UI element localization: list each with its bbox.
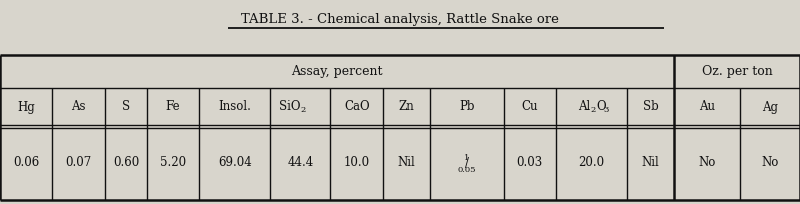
Text: 0.07: 0.07 (66, 156, 92, 170)
Text: 0.60: 0.60 (113, 156, 139, 170)
Text: S: S (122, 101, 130, 113)
Text: Oz. per ton: Oz. per ton (702, 65, 773, 78)
Text: As: As (71, 101, 86, 113)
Text: 3: 3 (603, 106, 609, 114)
Text: /: / (465, 157, 469, 171)
Text: CaO: CaO (344, 101, 370, 113)
Text: Zn: Zn (398, 101, 414, 113)
Text: Assay, percent: Assay, percent (291, 65, 382, 78)
Text: No: No (761, 156, 778, 170)
Text: SiO: SiO (279, 101, 300, 113)
Text: 1: 1 (464, 154, 470, 162)
Text: No: No (698, 156, 715, 170)
Text: Cu: Cu (522, 101, 538, 113)
Text: 2: 2 (300, 106, 306, 114)
Text: 2: 2 (590, 106, 596, 114)
Text: 0.05: 0.05 (458, 166, 476, 174)
Text: Sb: Sb (642, 101, 658, 113)
Text: 44.4: 44.4 (287, 156, 314, 170)
Text: TABLE 3. - Chemical analysis, Rattle Snake ore: TABLE 3. - Chemical analysis, Rattle Sna… (241, 13, 559, 26)
Text: 0.03: 0.03 (517, 156, 543, 170)
Text: Pb: Pb (459, 101, 474, 113)
Text: 10.0: 10.0 (344, 156, 370, 170)
Text: 20.0: 20.0 (578, 156, 605, 170)
Text: Hg: Hg (18, 101, 35, 113)
Text: Al: Al (578, 101, 590, 113)
Text: Insol.: Insol. (218, 101, 251, 113)
Text: 0.06: 0.06 (13, 156, 39, 170)
Text: Au: Au (699, 101, 715, 113)
Text: Nil: Nil (398, 156, 415, 170)
Text: Fe: Fe (166, 101, 181, 113)
Text: 69.04: 69.04 (218, 156, 252, 170)
Text: 5.20: 5.20 (160, 156, 186, 170)
Text: Ag: Ag (762, 101, 778, 113)
Text: Nil: Nil (642, 156, 659, 170)
Text: O: O (597, 101, 606, 113)
